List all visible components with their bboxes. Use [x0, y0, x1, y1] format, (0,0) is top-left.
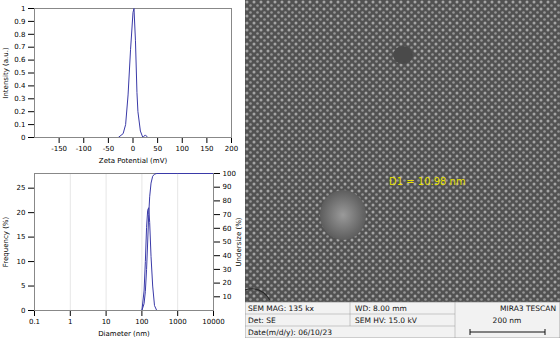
svg-text:150: 150 — [200, 145, 213, 153]
svg-text:200: 200 — [225, 145, 238, 153]
svg-text:Intensity (a.u.): Intensity (a.u.) — [2, 47, 10, 99]
svg-text:Det: SE: Det: SE — [248, 316, 276, 325]
svg-text:0.3: 0.3 — [14, 95, 25, 103]
svg-text:15: 15 — [17, 233, 26, 241]
svg-text:60: 60 — [223, 225, 232, 233]
svg-text:100: 100 — [176, 145, 189, 153]
svg-text:0.8: 0.8 — [14, 31, 25, 39]
svg-text:1: 1 — [68, 318, 72, 326]
svg-text:70: 70 — [223, 211, 232, 219]
svg-text:100: 100 — [135, 318, 148, 326]
svg-text:0.1: 0.1 — [29, 318, 40, 326]
svg-text:10: 10 — [17, 258, 26, 266]
svg-text:-50: -50 — [103, 145, 114, 153]
svg-text:20: 20 — [223, 279, 232, 287]
svg-text:-100: -100 — [76, 145, 92, 153]
svg-text:-150: -150 — [51, 145, 67, 153]
svg-text:Undersize (%): Undersize (%) — [235, 217, 243, 266]
svg-text:0.2: 0.2 — [14, 108, 25, 116]
svg-text:SEM HV: 15.0 kV: SEM HV: 15.0 kV — [355, 316, 418, 325]
svg-text:25: 25 — [17, 184, 26, 192]
svg-text:0.5: 0.5 — [14, 69, 25, 77]
svg-text:Frequency (%): Frequency (%) — [2, 216, 10, 267]
svg-text:50: 50 — [223, 238, 232, 246]
svg-text:Zeta Potential (mV): Zeta Potential (mV) — [99, 157, 168, 165]
svg-text:5: 5 — [21, 282, 25, 290]
svg-text:30: 30 — [223, 266, 232, 274]
svg-text:0.6: 0.6 — [14, 56, 26, 64]
svg-text:90: 90 — [223, 183, 232, 191]
svg-text:20: 20 — [17, 209, 26, 217]
svg-text:D1 = 10.98 nm: D1 = 10.98 nm — [389, 176, 466, 187]
svg-text:0.7: 0.7 — [14, 43, 25, 51]
svg-text:80: 80 — [223, 197, 232, 205]
svg-text:0.1: 0.1 — [14, 121, 25, 129]
svg-text:Diameter (nm): Diameter (nm) — [98, 330, 150, 338]
svg-text:40: 40 — [223, 252, 232, 260]
svg-text:WD: 8.00 mm: WD: 8.00 mm — [355, 304, 407, 313]
svg-text:0: 0 — [21, 307, 25, 315]
svg-text:50: 50 — [153, 145, 162, 153]
svg-text:MIRA3 TESCAN: MIRA3 TESCAN — [500, 304, 556, 313]
svg-text:SEM MAG: 135 kx: SEM MAG: 135 kx — [248, 304, 315, 313]
svg-text:100: 100 — [223, 170, 236, 178]
svg-text:10: 10 — [102, 318, 111, 326]
svg-text:0.4: 0.4 — [14, 82, 26, 90]
svg-text:1000: 1000 — [169, 318, 187, 326]
svg-text:Date(m/d/y): 06/10/23: Date(m/d/y): 06/10/23 — [248, 328, 332, 337]
svg-text:0: 0 — [21, 134, 25, 142]
svg-text:0: 0 — [131, 145, 135, 153]
svg-text:10000: 10000 — [202, 318, 224, 326]
svg-text:0.9: 0.9 — [14, 18, 25, 26]
svg-text:1: 1 — [21, 5, 25, 13]
svg-text:10: 10 — [223, 293, 232, 301]
svg-text:200 nm: 200 nm — [493, 316, 522, 325]
